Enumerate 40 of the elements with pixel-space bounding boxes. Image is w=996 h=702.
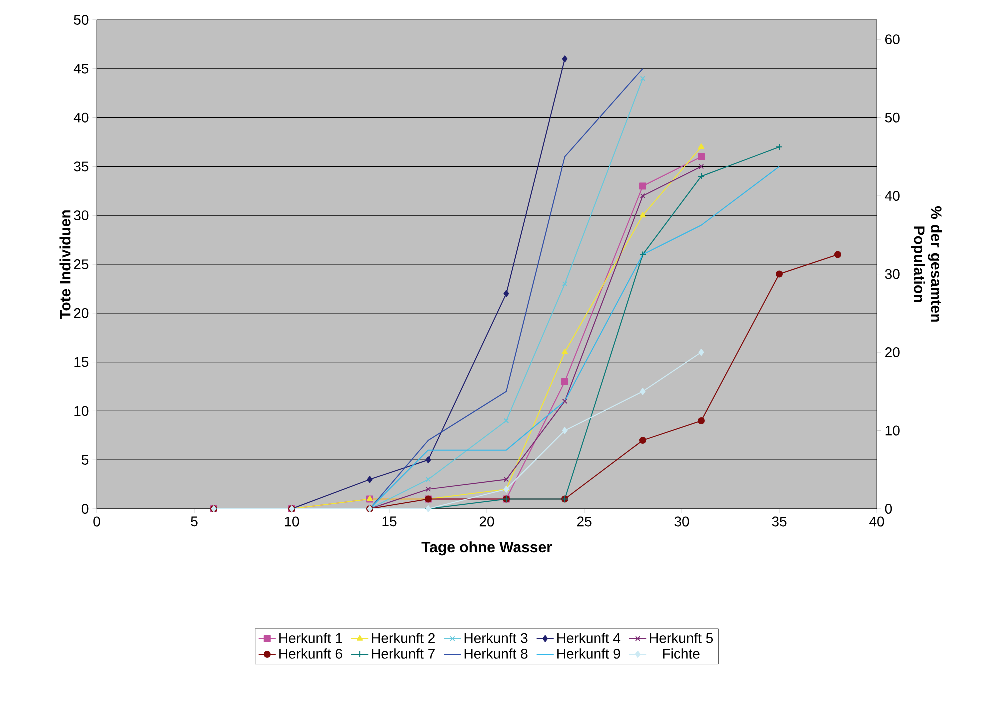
y2-tick-label: 20 <box>886 348 900 358</box>
legend-label: Herkunft 3 <box>464 633 528 644</box>
y-tick-label: 45 <box>74 64 89 74</box>
y-tick-label: 25 <box>74 260 89 270</box>
y2-tick-label: 0 <box>885 504 892 514</box>
y-tick-label: 5 <box>82 455 89 465</box>
x-tick-label: 25 <box>577 516 592 527</box>
y-tick-label: 20 <box>74 308 89 318</box>
legend-label: Fichte <box>663 648 700 659</box>
x-tick-label: 35 <box>772 516 787 527</box>
x-tick-label: 0 <box>94 516 100 527</box>
legend-label: Herkunft 2 <box>372 633 435 644</box>
legend-label: Herkunft 5 <box>650 633 714 644</box>
legend-label: Herkunft 6 <box>280 648 342 659</box>
legend-label: Herkunft 7 <box>372 648 435 659</box>
y2-tick-label: 40 <box>885 191 900 201</box>
legend-label: Herkunft 4 <box>558 633 621 644</box>
y-tick-label: 35 <box>74 162 89 172</box>
legend-label: Herkunft 9 <box>558 648 620 659</box>
x-axis-title: Tage ohne Wasser <box>422 542 552 556</box>
y-tick-label: 0 <box>82 504 89 514</box>
y-tick-label: 30 <box>74 210 89 221</box>
x-tick-label: 15 <box>382 516 397 527</box>
y-tick-label: 15 <box>74 357 89 368</box>
y-tick-label: 50 <box>74 15 89 25</box>
legend-label: Herkunft 8 <box>464 648 528 659</box>
legend-label: Herkunft 1 <box>280 633 342 644</box>
y2-tick-label: 30 <box>885 269 900 280</box>
y-axis-title: Tote Individuen <box>60 210 71 320</box>
x-tick-label: 20 <box>480 516 494 527</box>
x-tick-label: 30 <box>674 516 690 527</box>
y2-axis-title: % der gesamten Population <box>911 206 942 322</box>
y2-tick-label: 10 <box>886 426 900 436</box>
y2-tick-label: 50 <box>885 112 900 123</box>
y-tick-label: 10 <box>74 406 89 416</box>
y-tick-label: 40 <box>74 112 89 123</box>
x-tick-label: 5 <box>191 516 198 527</box>
x-tick-label: 10 <box>285 516 300 527</box>
y2-tick-label: 60 <box>886 34 900 45</box>
x-tick-label: 40 <box>870 516 884 527</box>
